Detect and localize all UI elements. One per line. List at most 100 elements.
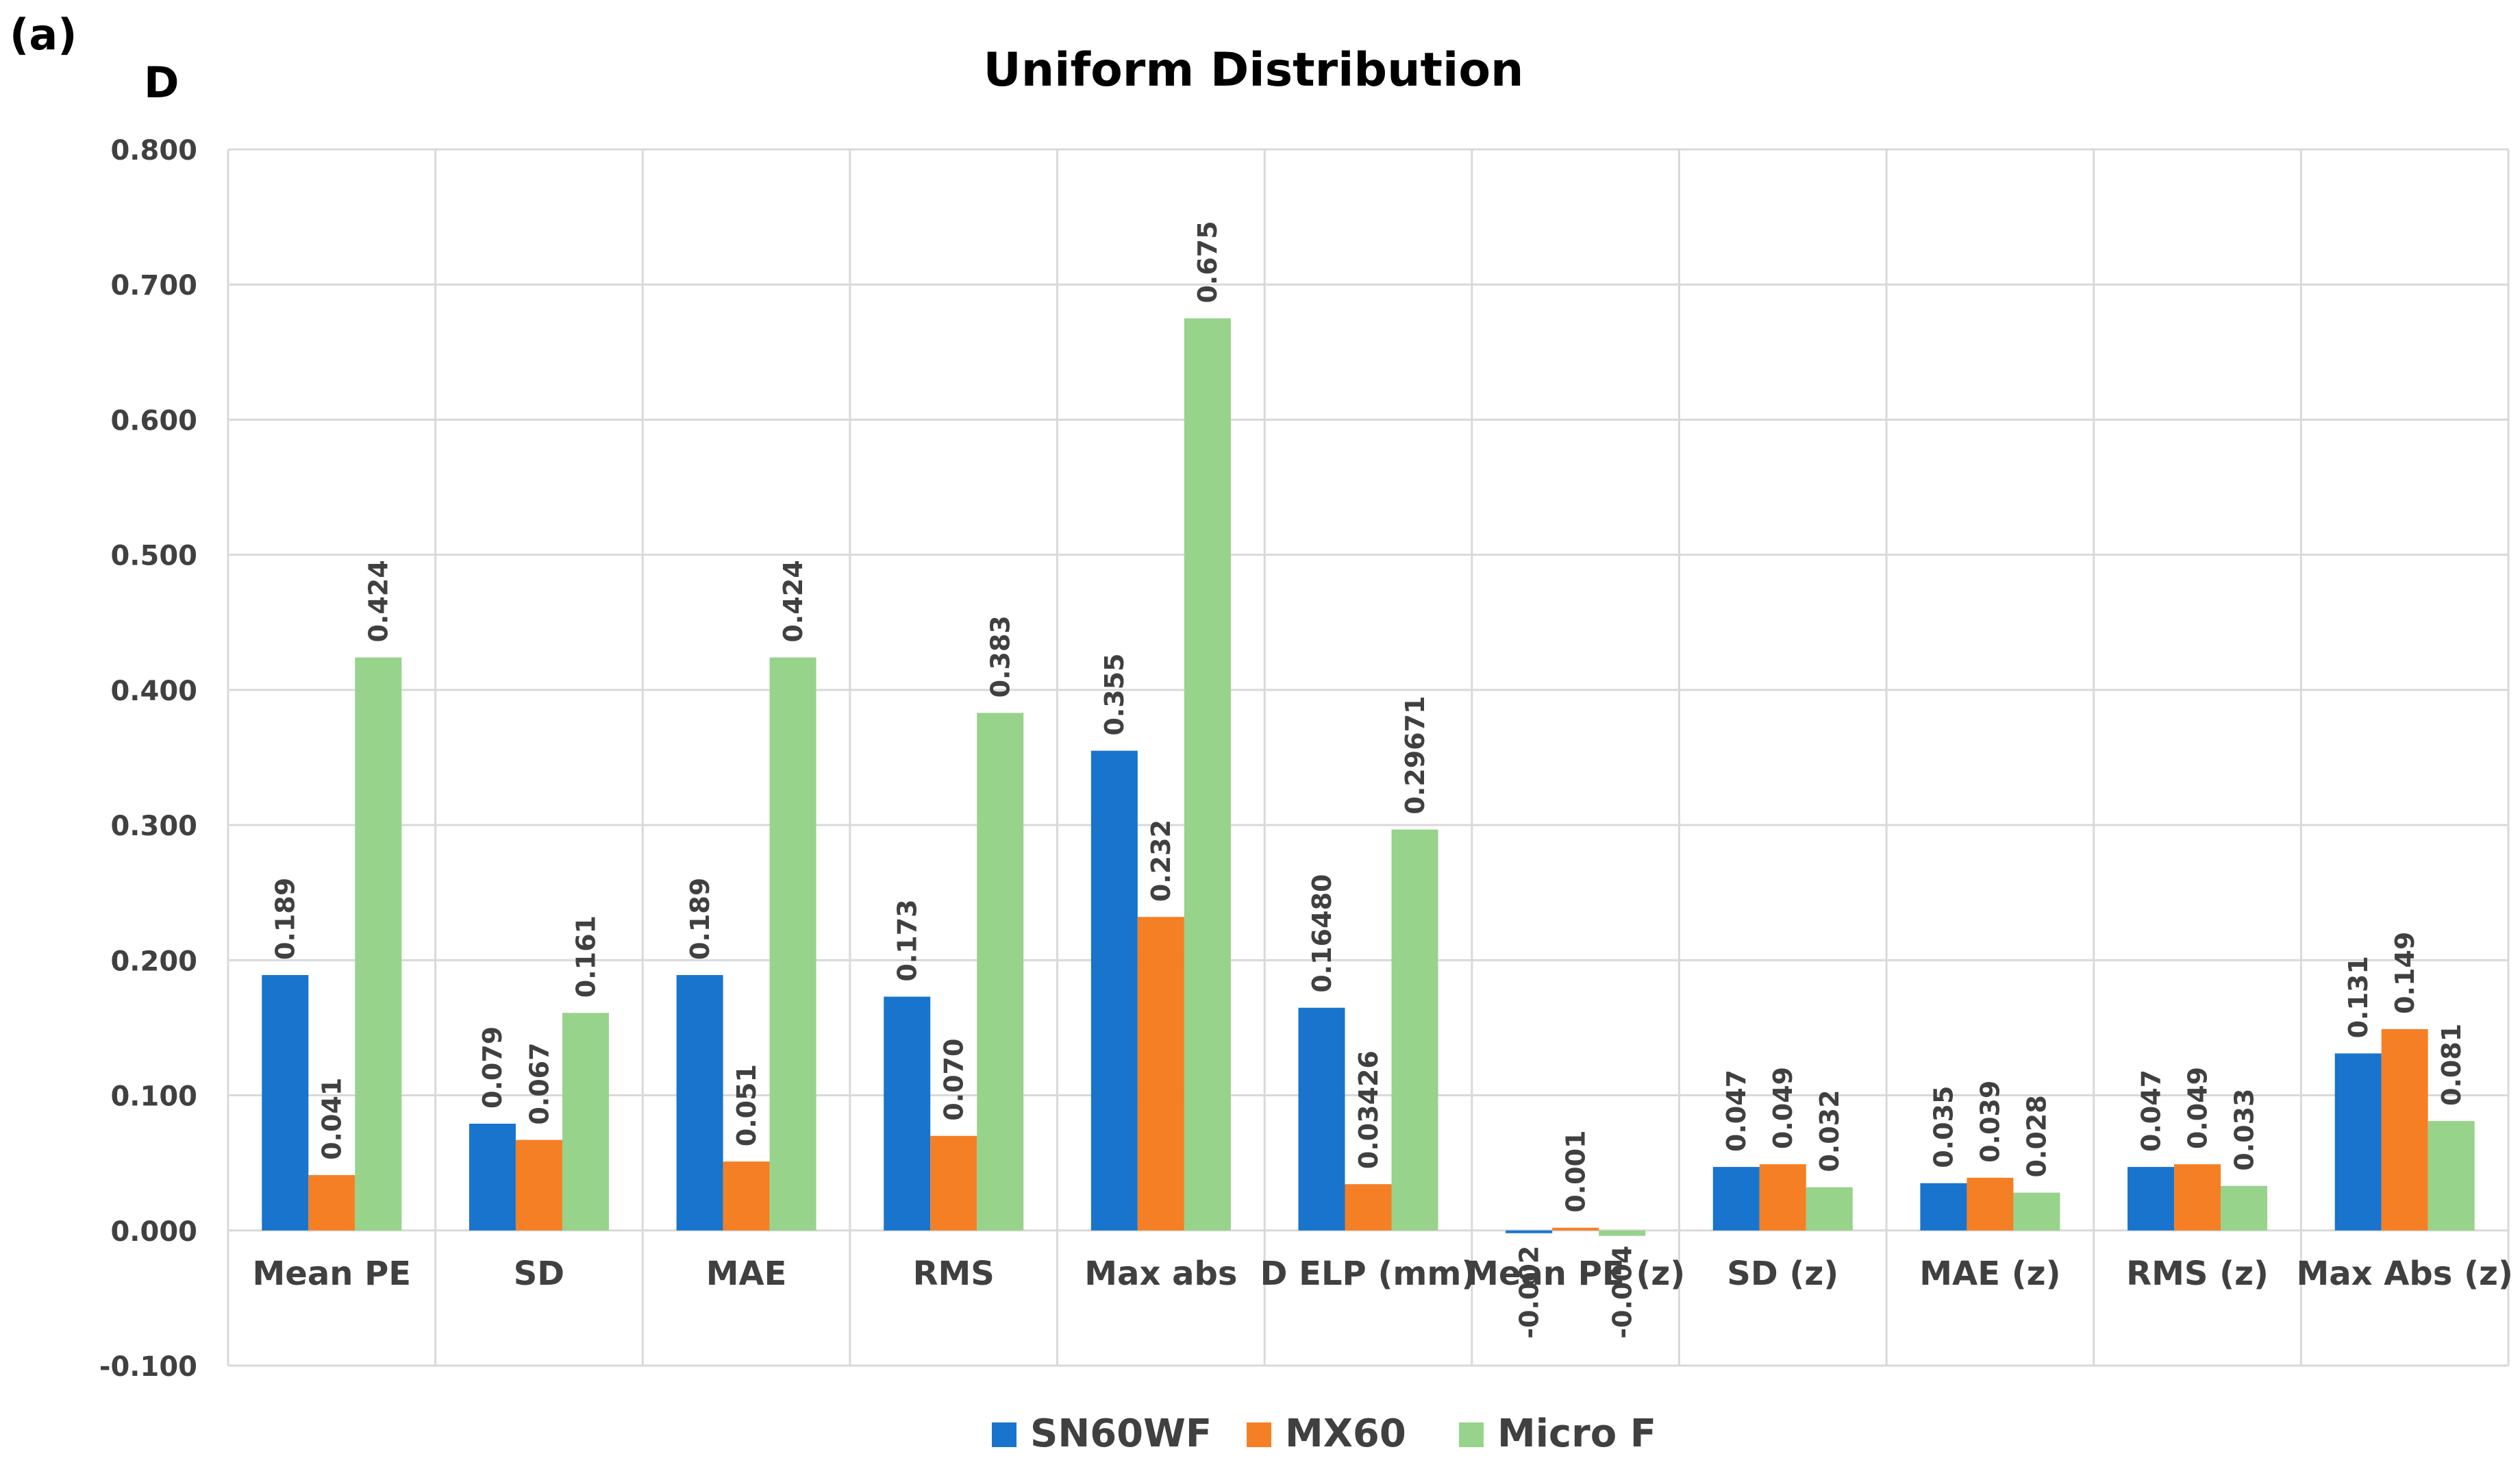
x-category-label: Max abs — [1084, 1255, 1237, 1293]
data-label: 0.161 — [571, 915, 601, 998]
legend-entry-label: MX60 — [1285, 1411, 1406, 1456]
data-label: 0.070 — [939, 1039, 969, 1121]
y-tick-label: 0.700 — [110, 270, 197, 301]
bar-mx60 — [1552, 1227, 1599, 1231]
data-label: 0.032 — [1814, 1089, 1845, 1172]
bar-mx60 — [515, 1139, 562, 1231]
x-category-label: RMS — [913, 1255, 995, 1293]
data-label: 0.29671 — [1400, 696, 1430, 815]
y-tick-label: 0.100 — [110, 1081, 197, 1113]
data-label: 0.047 — [1721, 1070, 1751, 1152]
data-label: 0.049 — [1768, 1067, 1798, 1149]
bar-sn60wf — [1712, 1167, 1760, 1231]
data-label: 0.047 — [2136, 1070, 2166, 1152]
data-label: 0.189 — [685, 878, 715, 960]
bar-mx60 — [723, 1161, 770, 1231]
bar-sn60wf — [469, 1123, 516, 1231]
data-label: 0.232 — [1146, 819, 1176, 902]
x-category-label: MAE — [706, 1255, 787, 1293]
bar-micro-f — [355, 657, 402, 1231]
x-category-label: Mean PE (z) — [1466, 1255, 1685, 1293]
data-label: 0.173 — [893, 899, 923, 981]
data-label: -0.002 — [1514, 1246, 1544, 1339]
data-label: 0.035 — [1929, 1086, 1959, 1168]
chart-title: Uniform Distribution — [984, 43, 1524, 97]
legend-swatch — [992, 1422, 1016, 1447]
data-label: 0.16480 — [1307, 874, 1337, 993]
legend-entry-label: Micro F — [1497, 1411, 1656, 1456]
data-label: 0.028 — [2022, 1095, 2052, 1177]
data-label: -0.004 — [1607, 1246, 1637, 1339]
bar-sn60wf — [1090, 750, 1138, 1231]
bar-mx60 — [1967, 1177, 2014, 1231]
bar-micro-f — [1184, 318, 1231, 1231]
data-label: 0.149 — [2390, 932, 2420, 1014]
bar-mx60 — [308, 1174, 355, 1231]
bar-micro-f — [1806, 1187, 1853, 1231]
subfigure-label: D — [144, 58, 179, 108]
bar-sn60wf — [2334, 1053, 2382, 1231]
data-label: 0.189 — [271, 878, 301, 960]
data-label: 0.675 — [1193, 221, 1223, 303]
bar-micro-f — [2013, 1192, 2060, 1231]
bar-mx60 — [2174, 1164, 2221, 1231]
bar-sn60wf — [2128, 1167, 2175, 1231]
bar-mx60 — [2381, 1028, 2428, 1231]
y-tick-label: 0.800 — [110, 135, 197, 167]
bar-micro-f — [2428, 1121, 2475, 1231]
bar-mx60 — [1759, 1164, 1806, 1231]
data-label: 0.051 — [732, 1064, 762, 1146]
bar-sn60wf — [262, 975, 309, 1231]
y-tick-label: 0.500 — [110, 541, 197, 572]
data-labels: 0.189 0.041 0.424 0.079 0.067 0.161 0.189 0.051… — [271, 221, 2467, 1338]
x-category-label: Mean PE — [253, 1255, 412, 1293]
data-label: 0.424 — [364, 560, 394, 642]
y-tick-label: 0.000 — [110, 1216, 197, 1248]
data-label: 0.001 — [1560, 1131, 1590, 1213]
data-label: 0.067 — [524, 1042, 554, 1124]
data-label: 0.355 — [1099, 653, 1130, 735]
bar-micro-f — [562, 1013, 609, 1231]
x-category-label: MAE (z) — [1919, 1255, 2060, 1293]
data-label: 0.079 — [477, 1026, 508, 1109]
x-category-label: SD — [514, 1255, 564, 1293]
bar-micro-f — [1391, 829, 1438, 1231]
data-label: 0.049 — [2182, 1067, 2212, 1149]
bar-micro-f — [769, 657, 816, 1231]
bar-sn60wf — [884, 996, 931, 1231]
bar-sn60wf — [1920, 1183, 1967, 1231]
data-label: 0.039 — [1975, 1081, 2006, 1163]
bar-sn60wf — [1506, 1230, 1553, 1233]
data-label: 0.383 — [986, 615, 1016, 698]
y-tick-label: 0.600 — [110, 405, 197, 436]
data-label: 0.03426 — [1353, 1050, 1384, 1169]
bar-sn60wf — [676, 975, 723, 1231]
legend-swatch — [1459, 1422, 1484, 1447]
panel-label: (a) — [10, 10, 77, 60]
data-label: 0.131 — [2343, 956, 2373, 1038]
bar-mx60 — [1345, 1184, 1392, 1231]
bar-micro-f — [977, 713, 1024, 1231]
data-label: 0.081 — [2436, 1024, 2467, 1106]
x-category-label: SD (z) — [1727, 1255, 1838, 1293]
y-tick-label: 0.400 — [110, 676, 197, 707]
x-axis-category-labels: Mean PE SD MAE RMS Max abs D ELP (mm)Mean PE … — [253, 1255, 2513, 1293]
data-label: 0.424 — [778, 560, 808, 642]
bar-micro-f — [2221, 1185, 2268, 1231]
y-tick-label: 0.200 — [110, 946, 197, 977]
data-label: 0.033 — [2229, 1088, 2259, 1170]
y-tick-label: 0.300 — [110, 811, 197, 842]
y-tick-label: -0.100 — [99, 1351, 197, 1383]
bar-micro-f — [1599, 1230, 1646, 1236]
x-category-label: RMS (z) — [2126, 1255, 2269, 1293]
bars — [262, 318, 2475, 1236]
legend-entry-label: SN60WF — [1030, 1411, 1212, 1456]
data-label: 0.041 — [317, 1078, 347, 1160]
legend: SN60WF MX60 Micro F — [992, 1411, 1656, 1456]
x-category-label: Max Abs (z) — [2296, 1255, 2512, 1293]
y-axis-tick-labels: -0.100 0.000 0.100 0.200 0.300 0.400 0.500 0.60… — [99, 135, 197, 1383]
bar-sn60wf — [1298, 1007, 1345, 1231]
bar-mx60 — [930, 1135, 977, 1231]
